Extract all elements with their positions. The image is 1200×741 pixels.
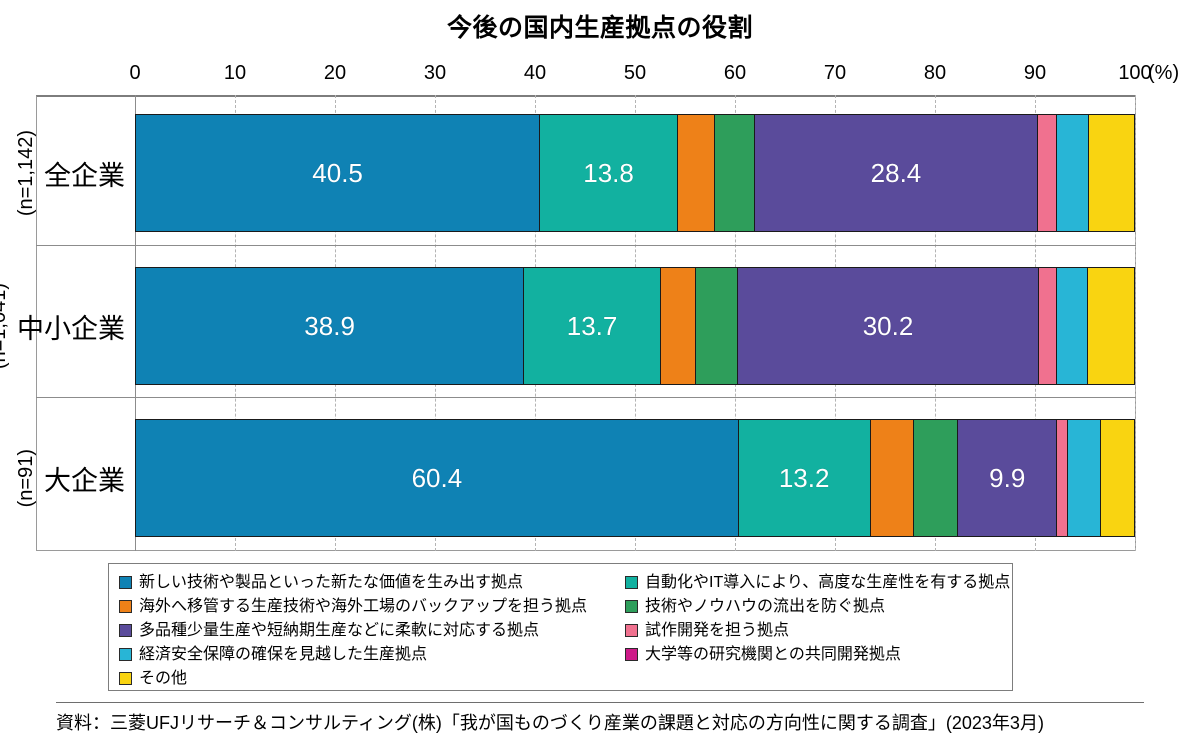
legend-label: 自動化やIT導入により、高度な生産性を有する拠点 xyxy=(645,573,1011,591)
legend-item[interactable]: 新しい技術や製品といった新たな価値を生み出す拠点 xyxy=(119,571,587,594)
bar-segment xyxy=(1039,268,1058,384)
bar-segment xyxy=(1057,420,1069,536)
bar-segment: 40.5 xyxy=(136,115,541,231)
chart-row: (n=1,142) 全企業 40.5 13.8 28.4 xyxy=(0,114,1200,232)
legend-item[interactable]: 大学等の研究機関との共同開発拠点 xyxy=(625,643,1010,666)
x-axis-tick-label: 90 xyxy=(1023,62,1047,84)
legend-color-swatch xyxy=(625,600,638,613)
legend-color-swatch xyxy=(625,624,638,637)
bar-segment-value: 30.2 xyxy=(862,310,914,341)
legend-label: 経済安全保障の確保を見越した生産拠点 xyxy=(139,645,428,663)
chart-row: (n=91) 大企業 60.4 13.2 9.9 xyxy=(0,419,1200,537)
legend-item[interactable]: 技術やノウハウの流出を防ぐ拠点 xyxy=(625,595,1010,618)
legend: 新しい技術や製品といった新たな価値を生み出す拠点海外へ移管する生産技術や海外工場… xyxy=(108,563,1013,691)
legend-color-swatch xyxy=(119,624,132,637)
legend-label: 技術やノウハウの流出を防ぐ拠点 xyxy=(645,597,886,615)
legend-label: 多品種少量生産や短納期生産などに柔軟に対応する拠点 xyxy=(139,621,540,639)
legend-column-left: 新しい技術や製品といった新たな価値を生み出す拠点海外へ移管する生産技術や海外工場… xyxy=(119,571,587,691)
legend-label: 試作開発を担う拠点 xyxy=(645,621,790,639)
bar-segment-value: 13.2 xyxy=(778,462,830,493)
x-axis-tick-label: 100 xyxy=(1118,62,1152,84)
category-separator xyxy=(36,397,1136,398)
bar-segment-value: 13.7 xyxy=(566,310,618,341)
bar-segment xyxy=(914,420,959,536)
bar-segment xyxy=(1057,115,1090,231)
legend-label: 海外へ移管する生産技術や海外工場のバックアップを担う拠点 xyxy=(139,597,588,615)
bar-segment: 9.9 xyxy=(958,420,1058,536)
legend-color-swatch xyxy=(625,576,638,589)
bar-segment: 30.2 xyxy=(737,268,1040,384)
bar-segment-value: 9.9 xyxy=(989,462,1026,493)
category-sample-size: (n=1,142) xyxy=(15,129,37,217)
source-note: 資料：三菱UFJリサーチ＆コンサルティング(株)「我が国ものづくり産業の課題と対… xyxy=(56,713,1044,733)
x-axis-tick-label: 60 xyxy=(723,62,747,84)
bar-segment-value: 28.4 xyxy=(870,157,922,188)
x-axis-tick-label: 30 xyxy=(423,62,447,84)
legend-color-swatch xyxy=(119,648,132,661)
x-axis-tick-label: 70 xyxy=(823,62,847,84)
category-separator xyxy=(36,245,1136,246)
category-label-group: (n=91) 大企業 xyxy=(0,419,135,537)
legend-color-swatch xyxy=(625,648,638,661)
x-axis: 0 10 20 30 40 50 60 70 80 90 100 (%) xyxy=(0,62,1200,94)
legend-label: 大学等の研究機関との共同開発拠点 xyxy=(645,645,901,663)
bar-segment xyxy=(714,115,755,231)
bar-segment: 13.2 xyxy=(738,420,871,536)
legend-item[interactable]: 多品種少量生産や短納期生産などに柔軟に対応する拠点 xyxy=(119,619,587,642)
legend-item[interactable]: その他 xyxy=(119,667,587,690)
category-sample-size: (n=1,041) xyxy=(0,282,10,370)
bar-segment-value: 60.4 xyxy=(411,462,463,493)
legend-item[interactable]: 経済安全保障の確保を見越した生産拠点 xyxy=(119,643,587,666)
bar-segment-value: 13.8 xyxy=(583,157,634,188)
x-axis-tick-label: 0 xyxy=(129,62,141,84)
category-name: 中小企業 xyxy=(17,313,125,344)
x-axis-tick-label: 10 xyxy=(223,62,247,84)
category-name: 全企業 xyxy=(44,160,125,191)
x-axis-tick-label: 20 xyxy=(323,62,347,84)
x-axis-unit-label: (%) xyxy=(1148,62,1180,84)
bar-segment xyxy=(1101,420,1134,536)
x-axis-tick-label: 50 xyxy=(623,62,647,84)
bar-segment: 13.7 xyxy=(524,268,661,384)
bar-segment-value: 40.5 xyxy=(312,157,363,188)
bar-segment xyxy=(870,420,915,536)
legend-label: その他 xyxy=(139,669,188,687)
bar-segment xyxy=(1088,268,1134,384)
legend-color-swatch xyxy=(119,600,132,613)
source-divider xyxy=(56,702,1144,703)
stacked-bar: 60.4 13.2 9.9 xyxy=(135,419,1135,537)
category-name: 大企業 xyxy=(44,465,125,496)
bar-segment: 13.8 xyxy=(540,115,678,231)
stacked-bar: 38.9 13.7 30.2 xyxy=(135,267,1135,385)
chart-row: (n=1,041) 中小企業 38.9 13.7 30.2 xyxy=(0,267,1200,385)
x-axis-tick-label: 80 xyxy=(923,62,947,84)
stacked-bar: 40.5 13.8 28.4 xyxy=(135,114,1135,232)
category-label-group: (n=1,142) 全企業 xyxy=(0,114,135,232)
bar-segment xyxy=(677,115,715,231)
bar-segment: 38.9 xyxy=(136,268,525,384)
category-sample-size: (n=91) xyxy=(15,448,37,508)
bar-segment xyxy=(1057,268,1089,384)
bar-segment xyxy=(1038,115,1058,231)
bar-segment xyxy=(1068,420,1102,536)
legend-item[interactable]: 自動化やIT導入により、高度な生産性を有する拠点 xyxy=(625,571,1010,594)
legend-color-swatch xyxy=(119,672,132,685)
bar-segment: 60.4 xyxy=(136,420,739,536)
bar-segment-value: 38.9 xyxy=(304,310,355,341)
legend-color-swatch xyxy=(119,576,132,589)
bar-segment xyxy=(695,268,738,384)
legend-item[interactable]: 海外へ移管する生産技術や海外工場のバックアップを担う拠点 xyxy=(119,595,587,618)
chart-title: 今後の国内生産拠点の役割 xyxy=(446,14,753,42)
legend-item[interactable]: 試作開発を担う拠点 xyxy=(625,619,1010,642)
x-axis-tick-label: 40 xyxy=(523,62,547,84)
category-label-group: (n=1,041) 中小企業 xyxy=(0,267,135,385)
legend-label: 新しい技術や製品といった新たな価値を生み出す拠点 xyxy=(139,573,524,591)
bar-segment xyxy=(1089,115,1134,231)
bar-segment: 28.4 xyxy=(754,115,1039,231)
legend-column-right: 自動化やIT導入により、高度な生産性を有する拠点 技術やノウハウの流出を防ぐ拠点試… xyxy=(625,571,1010,667)
bar-segment xyxy=(660,268,696,384)
